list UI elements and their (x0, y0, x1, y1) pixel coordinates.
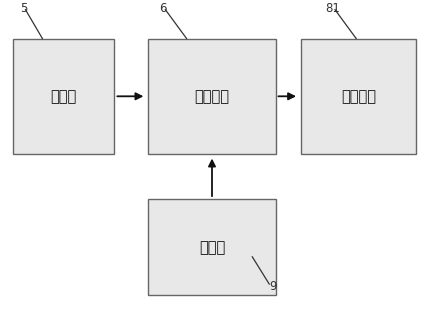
Bar (301, 39, 416, 154)
Text: 6: 6 (159, 2, 167, 14)
Text: 9: 9 (270, 280, 277, 293)
Text: 推动装置: 推动装置 (341, 89, 376, 104)
Bar (13, 39, 114, 154)
Bar (148, 199, 276, 295)
Text: 控制装置: 控制装置 (195, 89, 229, 104)
Text: 5: 5 (20, 2, 27, 14)
Bar (148, 39, 276, 154)
Text: 定时器: 定时器 (199, 240, 225, 255)
Text: 传感器: 传感器 (50, 89, 77, 104)
Text: 81: 81 (325, 2, 340, 14)
